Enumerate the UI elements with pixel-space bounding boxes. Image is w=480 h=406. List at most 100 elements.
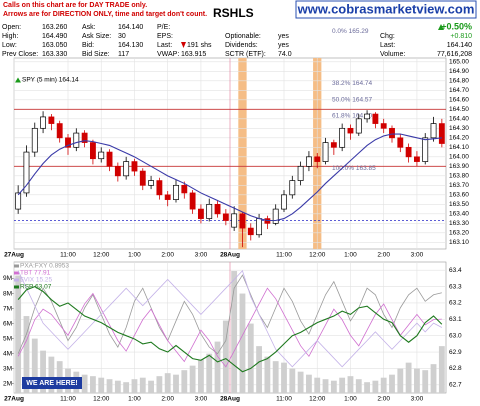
candle-body: [339, 127, 346, 148]
candle-body: [322, 142, 329, 162]
volume-bar: [164, 373, 171, 393]
candle-body: [214, 203, 221, 215]
x-tick-label: 12:00: [93, 396, 110, 403]
x-tick-label: 1:00: [128, 396, 141, 403]
volume-bar: [206, 353, 213, 393]
y-tick-label: 164.20: [449, 135, 469, 142]
y-tick-label: 164.10: [449, 144, 469, 151]
fib-label: 0.0% 165.29: [332, 28, 369, 35]
series-line: [17, 287, 442, 368]
candle-body: [239, 213, 246, 229]
volume-bar: [23, 316, 30, 393]
up-arrow: [438, 24, 444, 30]
fib-label: 50.0% 164.57: [332, 96, 373, 103]
candle-body: [106, 151, 113, 167]
volume-bar: [247, 323, 254, 393]
volume-bar: [231, 271, 238, 393]
candle-body: [305, 156, 312, 167]
legend-entry: PXA:FXY 0.8953: [20, 263, 69, 270]
legend-marker: [15, 77, 21, 83]
volume-bar: [397, 368, 404, 393]
quote-label: Open:: [2, 24, 21, 31]
candle-body: [314, 156, 321, 162]
fib-label: 100.0% 163.85: [332, 165, 376, 172]
x-tick-label: 1:00: [344, 396, 357, 403]
down-arrow: [181, 42, 186, 48]
volume-bar: [364, 382, 370, 393]
annotation-box: [22, 377, 82, 389]
candle-body: [73, 132, 80, 148]
quote-value: +0.810: [450, 33, 472, 40]
candle-body: [389, 127, 395, 139]
y2-tick-label: 5M: [3, 335, 12, 342]
candle-body: [330, 142, 337, 148]
legend-swatch: [14, 278, 19, 282]
x-tick-label: 1:00: [128, 252, 141, 259]
candle-body: [114, 165, 121, 177]
series-line: [17, 269, 443, 368]
volume-bar: [422, 370, 429, 393]
candle-body: [281, 194, 287, 210]
candle-body: [297, 165, 304, 181]
candle-body: [131, 161, 138, 172]
volume-bar: [256, 346, 262, 393]
quote-label: Last:: [380, 42, 395, 49]
website: www.cobrasmarketview.com: [297, 1, 475, 16]
quote-label: Last:: [157, 42, 172, 49]
annotation: WE ARE HERE!: [26, 380, 77, 387]
volume-bar: [48, 356, 55, 393]
y2-tick-label: 7M: [3, 305, 12, 312]
volume-bar: [90, 376, 96, 393]
y-tick-label: 63.1: [449, 316, 462, 323]
quote-value: 164.130: [118, 42, 143, 49]
candle-body: [372, 113, 379, 124]
x-tick-label: 2:00: [377, 396, 390, 403]
y2-tick-label: 9M: [3, 275, 12, 282]
candle-body: [56, 123, 63, 139]
y2-tick-label: 8M: [3, 290, 12, 297]
legend-entry: $VIX 15.25: [20, 277, 53, 284]
x-tick-label: 11:00: [276, 396, 292, 403]
candle-body: [139, 170, 146, 186]
fib-label: 61.8% 164.40: [332, 113, 373, 120]
quote-value: 163.260: [42, 24, 67, 31]
y-tick-label: 163.40: [449, 211, 469, 218]
website-box: [295, 0, 477, 19]
series-line: [17, 285, 443, 373]
legend-entry: TBT 77.91: [20, 270, 51, 277]
y-tick-label: 163.30: [449, 220, 469, 227]
x-tick-label: 2:00: [161, 396, 174, 403]
candle-body: [173, 184, 179, 200]
y-tick-label: 62.9: [449, 349, 462, 356]
y-tick-label: 163.20: [449, 230, 469, 237]
y-tick-label: 164.40: [449, 116, 469, 123]
candle-body: [98, 151, 105, 160]
candle-body: [206, 203, 213, 219]
volume-bar: [189, 365, 196, 393]
series-line: [17, 274, 442, 355]
volume-bar: [198, 359, 204, 393]
legend-swatch: [14, 271, 19, 275]
y-tick-label: 63.0: [449, 332, 462, 339]
candle-body: [231, 213, 238, 228]
y-tick-label: 163.70: [449, 182, 469, 189]
candle-body: [256, 218, 263, 236]
volume-bar: [297, 371, 304, 393]
fib-label: 38.2% 164.74: [332, 80, 373, 87]
x-tick-label: 11:00: [60, 396, 76, 403]
y-tick-label: 163.50: [449, 201, 469, 208]
candle-body: [89, 142, 96, 160]
quote-label: VWAP:: [157, 51, 179, 58]
volume-bar: [114, 380, 121, 393]
legend-entry: SPY (5 min) 164.14: [22, 77, 79, 84]
y2-tick-label: 4M: [3, 350, 12, 357]
volume-bar: [173, 374, 179, 393]
x-tick-label: 3:00: [411, 396, 424, 403]
candle-body: [355, 118, 362, 134]
volume-bar: [330, 380, 337, 393]
y-tick-label: 163.60: [449, 192, 469, 199]
candle-body: [181, 184, 188, 194]
y-tick-label: 62.8: [449, 365, 462, 372]
quote-value: 77,616,208: [437, 51, 472, 58]
